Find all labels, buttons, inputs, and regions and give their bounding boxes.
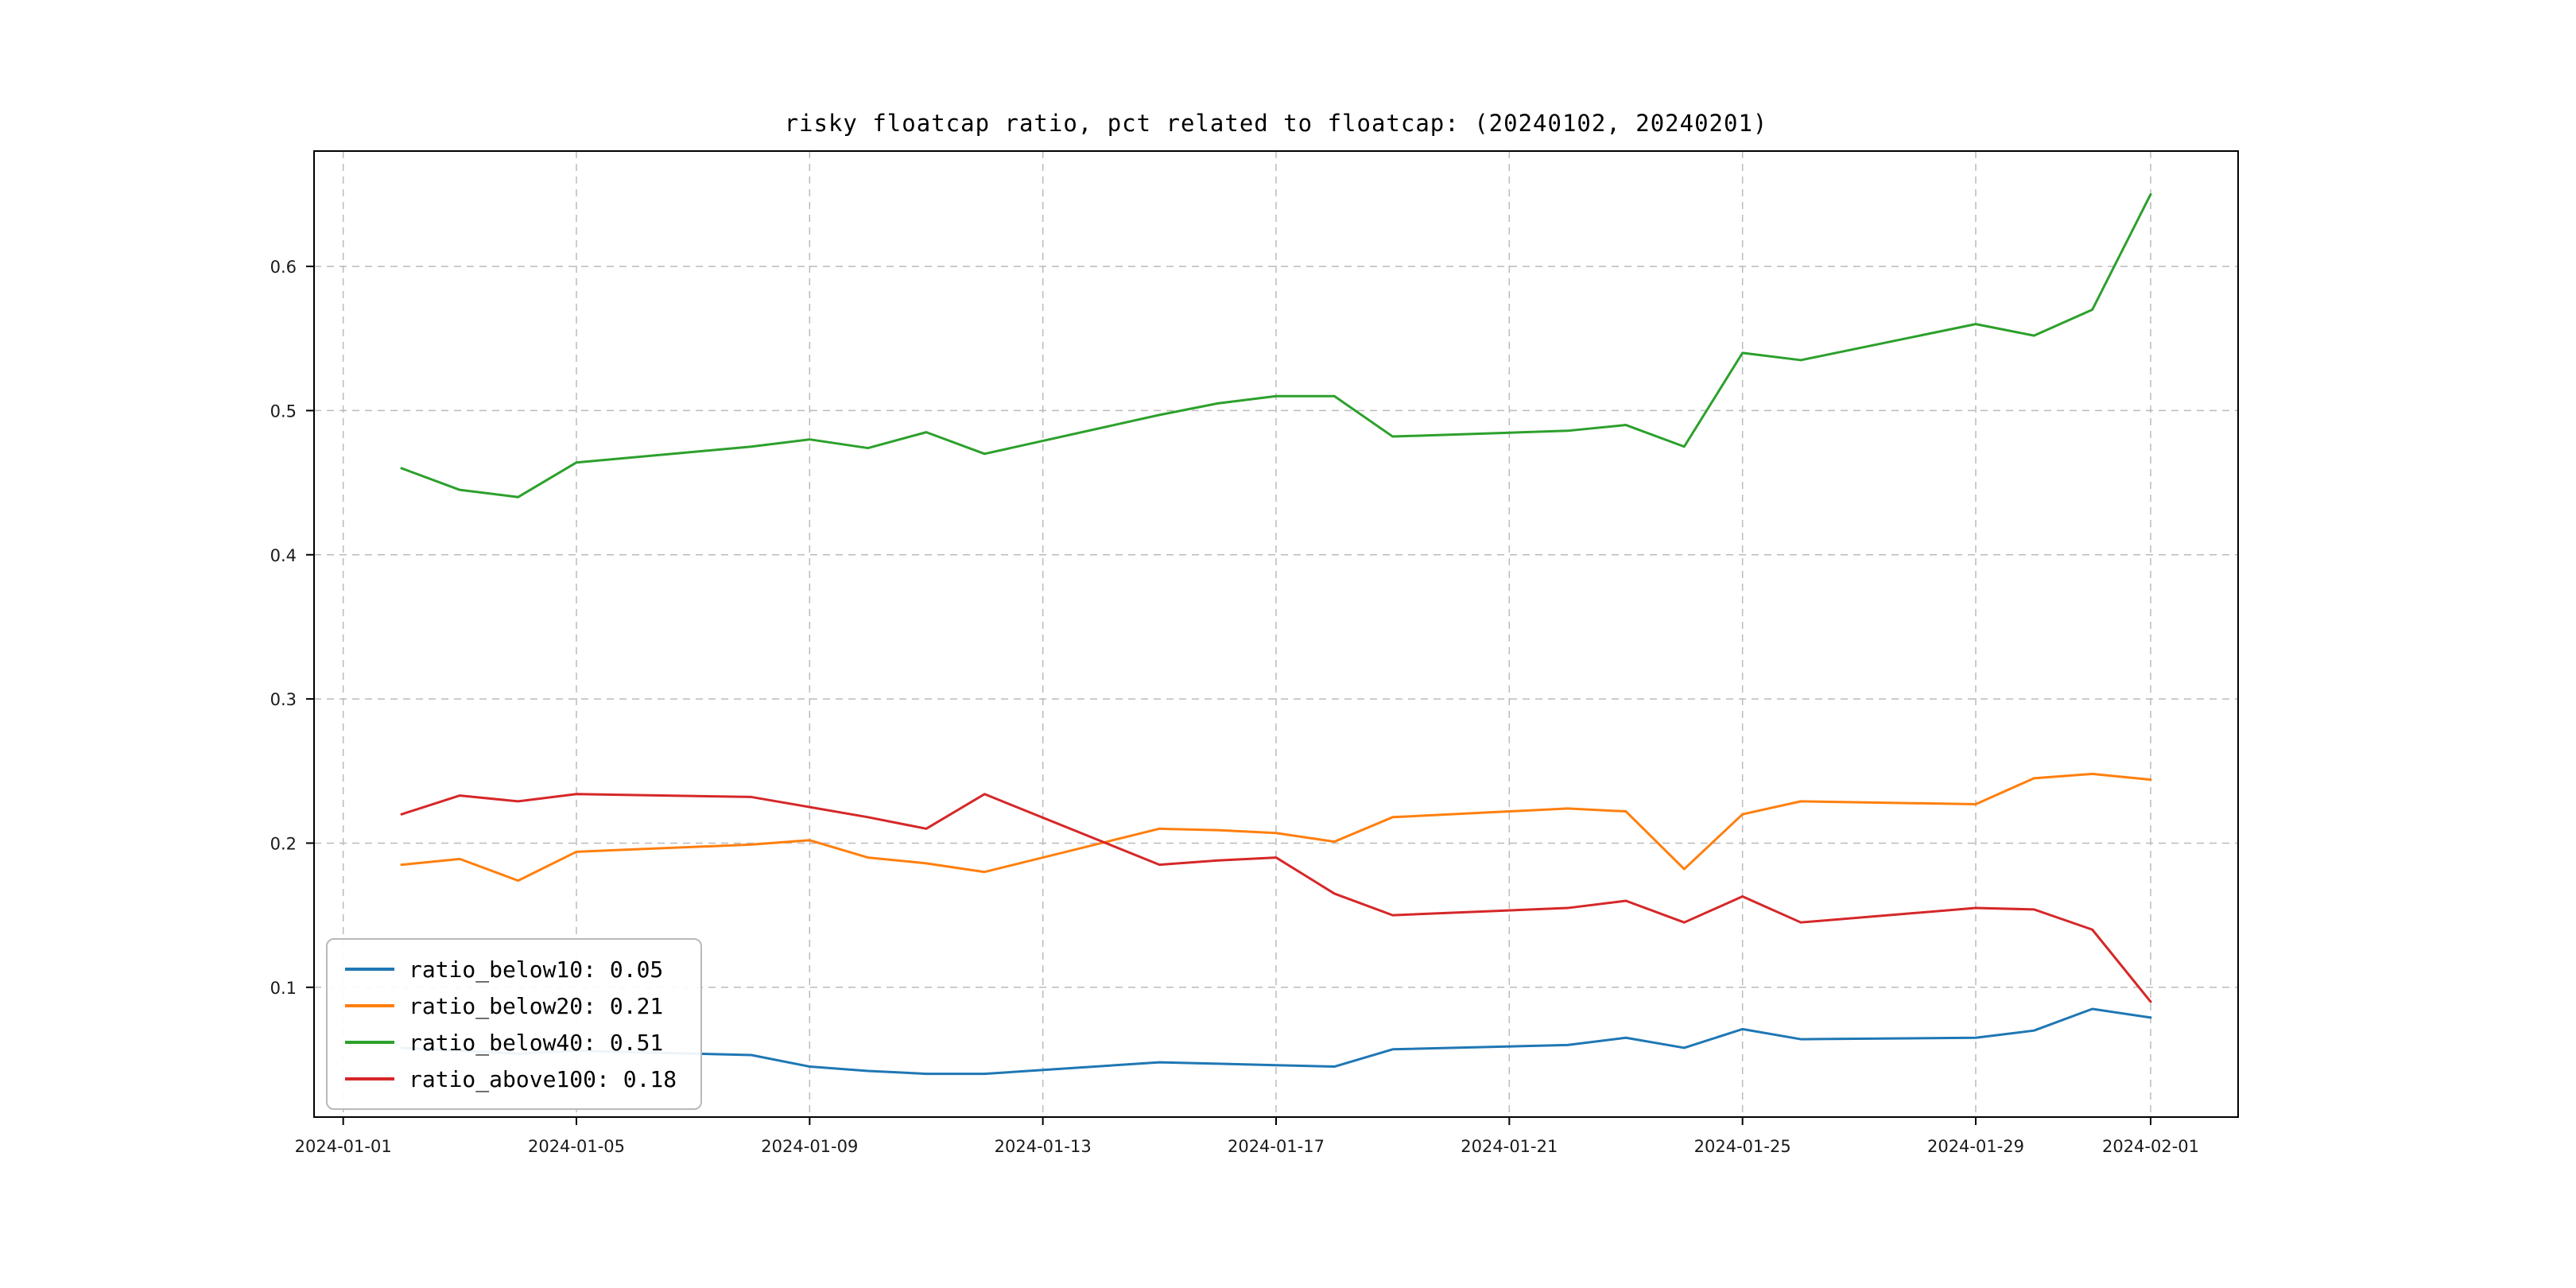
x-tick-label: 2024-01-13 <box>995 1137 1092 1156</box>
legend: ratio_below10: 0.05 ratio_below20: 0.21 … <box>326 938 703 1110</box>
legend-line-swatch-below10 <box>345 968 394 971</box>
legend-label-ratio-below40: ratio_below40: 0.51 <box>409 1029 664 1056</box>
y-tick-label: 0.5 <box>270 402 297 421</box>
x-tick-label: 2024-01-09 <box>761 1137 858 1156</box>
series-line-ratio_below20 <box>400 772 2152 883</box>
legend-item-ratio-below40: ratio_below40: 0.51 <box>345 1024 677 1061</box>
x-tick-label: 2024-02-01 <box>2102 1137 2199 1156</box>
x-tick-label: 2024-01-05 <box>528 1137 625 1156</box>
plot-border <box>313 150 2239 1118</box>
y-tick-label: 0.4 <box>270 546 297 565</box>
legend-label-ratio-above100: ratio_above100: 0.18 <box>409 1065 677 1092</box>
y-tick-label: 0.1 <box>270 979 297 998</box>
series-line-ratio_above100 <box>400 793 2152 1003</box>
x-tick-label: 2024-01-01 <box>295 1137 392 1156</box>
legend-label-ratio-below10: ratio_below10: 0.05 <box>409 956 664 983</box>
legend-item-ratio-below20: ratio_below20: 0.21 <box>345 987 677 1024</box>
legend-label-ratio-below20: ratio_below20: 0.21 <box>409 992 664 1019</box>
chart-title: risky floatcap ratio, pct related to flo… <box>784 110 1768 137</box>
y-tick-label: 0.6 <box>270 258 297 277</box>
x-tick-label: 2024-01-25 <box>1694 1137 1791 1156</box>
legend-line-swatch-below20 <box>345 1004 394 1007</box>
legend-item-ratio-above100: ratio_above100: 0.18 <box>345 1061 677 1097</box>
series-line-ratio_below40 <box>400 192 2152 499</box>
legend-line-swatch-above100 <box>345 1077 394 1080</box>
y-tick-label: 0.3 <box>270 690 297 709</box>
x-tick-label: 2024-01-29 <box>1927 1137 2024 1156</box>
x-tick-label: 2024-01-21 <box>1461 1137 1558 1156</box>
x-tick-label: 2024-01-17 <box>1228 1137 1325 1156</box>
y-tick-label: 0.2 <box>270 834 297 853</box>
legend-line-swatch-below40 <box>345 1041 394 1044</box>
legend-item-ratio-below10: ratio_below10: 0.05 <box>345 951 677 987</box>
